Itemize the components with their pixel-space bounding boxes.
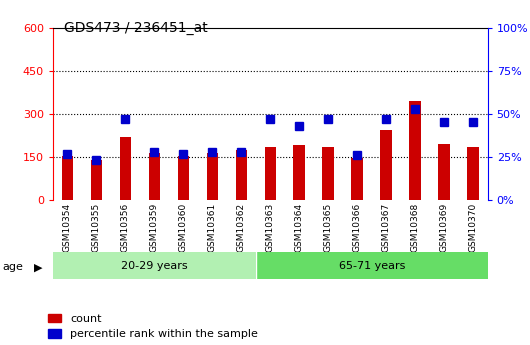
- Bar: [467, 147, 479, 200]
- Text: GSM10365: GSM10365: [324, 203, 333, 252]
- Text: GSM10359: GSM10359: [150, 203, 159, 252]
- Bar: [91, 160, 102, 200]
- Text: GSM10360: GSM10360: [179, 203, 188, 252]
- Bar: [294, 146, 305, 200]
- Text: 65-71 years: 65-71 years: [339, 261, 405, 270]
- Text: GSM10362: GSM10362: [237, 203, 246, 252]
- Text: GSM10369: GSM10369: [440, 203, 448, 252]
- Text: 20-29 years: 20-29 years: [121, 261, 188, 270]
- Bar: [207, 152, 218, 200]
- Text: GSM10354: GSM10354: [63, 203, 72, 252]
- Bar: [322, 148, 334, 200]
- Bar: [235, 150, 247, 200]
- Text: GSM10361: GSM10361: [208, 203, 217, 252]
- Bar: [351, 158, 363, 200]
- Legend: count, percentile rank within the sample: count, percentile rank within the sample: [48, 314, 258, 339]
- Text: GDS473 / 236451_at: GDS473 / 236451_at: [64, 21, 207, 35]
- Bar: [381, 130, 392, 200]
- Text: GSM10356: GSM10356: [121, 203, 130, 252]
- Text: GSM10355: GSM10355: [92, 203, 101, 252]
- Text: GSM10363: GSM10363: [266, 203, 275, 252]
- Bar: [120, 137, 131, 200]
- Text: ▶: ▶: [34, 263, 43, 272]
- Text: GSM10370: GSM10370: [469, 203, 478, 252]
- Bar: [409, 101, 421, 200]
- Text: GSM10364: GSM10364: [295, 203, 304, 252]
- Text: GSM10367: GSM10367: [382, 203, 391, 252]
- Bar: [61, 156, 73, 200]
- Bar: [256, 252, 488, 279]
- Bar: [148, 153, 160, 200]
- Text: GSM10366: GSM10366: [353, 203, 361, 252]
- Bar: [178, 156, 189, 200]
- Bar: [438, 144, 450, 200]
- Text: GSM10368: GSM10368: [411, 203, 420, 252]
- Bar: [53, 252, 256, 279]
- Text: age: age: [3, 263, 23, 272]
- Bar: [264, 147, 276, 200]
